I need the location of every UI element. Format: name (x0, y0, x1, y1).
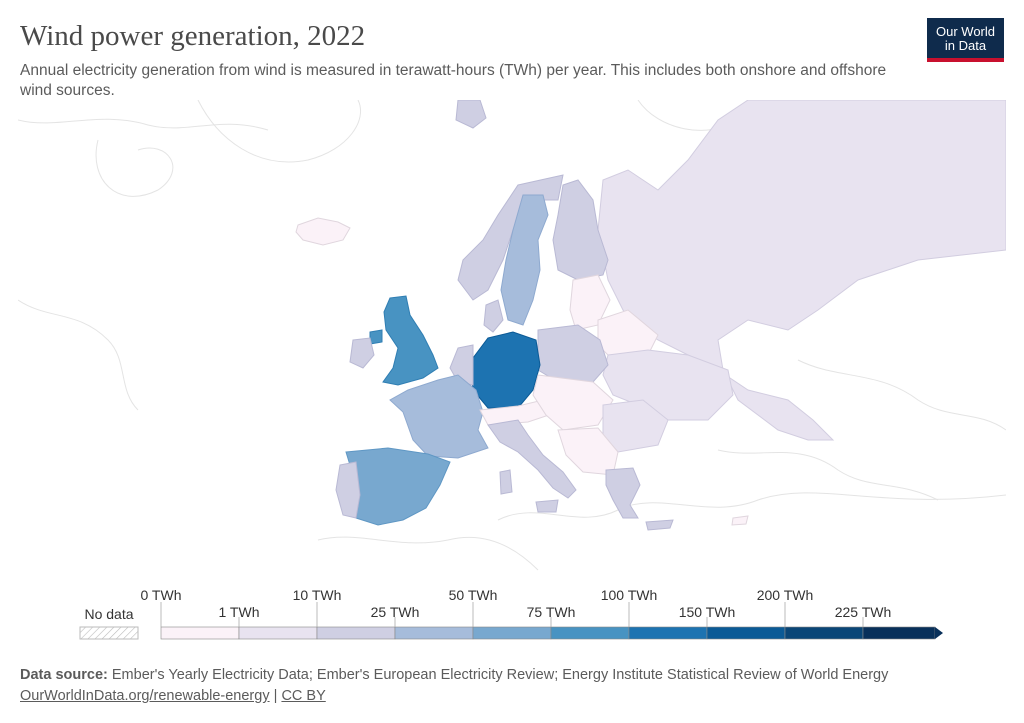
legend-bin (628, 626, 708, 640)
united-kingdom-region[interactable] (382, 295, 439, 386)
source-label: Data source: (20, 667, 108, 683)
greece-region[interactable] (605, 467, 641, 519)
legend-bin (472, 626, 552, 640)
legend-tick-label: 225 TWh (835, 604, 892, 620)
france-region[interactable] (389, 374, 489, 459)
logo-line-2: in Data (944, 38, 987, 53)
sardinia-region[interactable] (499, 469, 513, 495)
ireland-region[interactable] (349, 337, 375, 369)
iceland-region[interactable] (295, 217, 351, 246)
logo-line-1: Our World (936, 24, 995, 39)
legend-bin (394, 626, 474, 640)
spain-region[interactable] (345, 447, 451, 526)
legend-bins (160, 626, 943, 640)
legend-arrow (935, 627, 943, 639)
legend-ticks: 0 TWh 1 TWh 10 TWh 25 TWh 50 TWh 75 TWh 100 TW… (141, 587, 892, 627)
legend-tick-label: 200 TWh (757, 587, 814, 603)
license-link[interactable]: CC BY (281, 688, 326, 704)
legend-bin (238, 626, 318, 640)
norway-region[interactable] (457, 174, 564, 301)
legend-tick-label: 150 TWh (679, 604, 736, 620)
finland-region[interactable] (552, 179, 609, 281)
legend-bin (160, 626, 240, 640)
germany-region[interactable] (469, 331, 541, 409)
cyprus-region[interactable] (731, 515, 749, 526)
legend-bin (862, 626, 936, 640)
no-data-swatch (79, 626, 139, 640)
sweden-region[interactable] (500, 194, 549, 326)
sicily-region[interactable] (535, 499, 559, 513)
owid-logo[interactable]: Our World in Data (927, 18, 1004, 62)
legend-bin (316, 626, 396, 640)
legend-tick-label: 0 TWh (141, 587, 182, 603)
source-note: Data source: Ember's Yearly Electricity … (20, 665, 888, 707)
legend-tick-label: 1 TWh (219, 604, 260, 620)
poland-region[interactable] (537, 324, 609, 386)
no-data-label: No data (84, 606, 133, 622)
central-europe-region[interactable] (532, 374, 614, 431)
legend-tick-label: 10 TWh (293, 587, 342, 603)
legend-bin (784, 626, 864, 640)
legend-bin (706, 626, 786, 640)
legend-tick-label: 100 TWh (601, 587, 658, 603)
legend-tick-label: 75 TWh (527, 604, 576, 620)
denmark-region[interactable] (483, 299, 504, 333)
source-text: Ember's Yearly Electricity Data; Ember's… (111, 667, 889, 683)
portugal-region[interactable] (335, 461, 361, 519)
legend: No data 0 TWh 1 TWh 10 TWh 25 TWh 50 TWh 75 T… (79, 587, 943, 640)
page-subtitle: Annual electricity generation from wind … (20, 62, 887, 99)
legend-tick-label: 25 TWh (371, 604, 420, 620)
choropleth-map (18, 100, 1006, 571)
legend-tick-label: 50 TWh (449, 587, 498, 603)
italy-region[interactable] (487, 419, 577, 499)
turkey-region[interactable] (645, 519, 674, 531)
legend-bin (550, 626, 630, 640)
svalbard-region[interactable] (455, 100, 487, 129)
northern-ireland-region[interactable] (369, 329, 383, 345)
source-link[interactable]: OurWorldInData.org/renewable-energy (20, 688, 270, 704)
page-title: Wind power generation, 2022 (20, 20, 366, 52)
source-separator: | (273, 688, 278, 704)
